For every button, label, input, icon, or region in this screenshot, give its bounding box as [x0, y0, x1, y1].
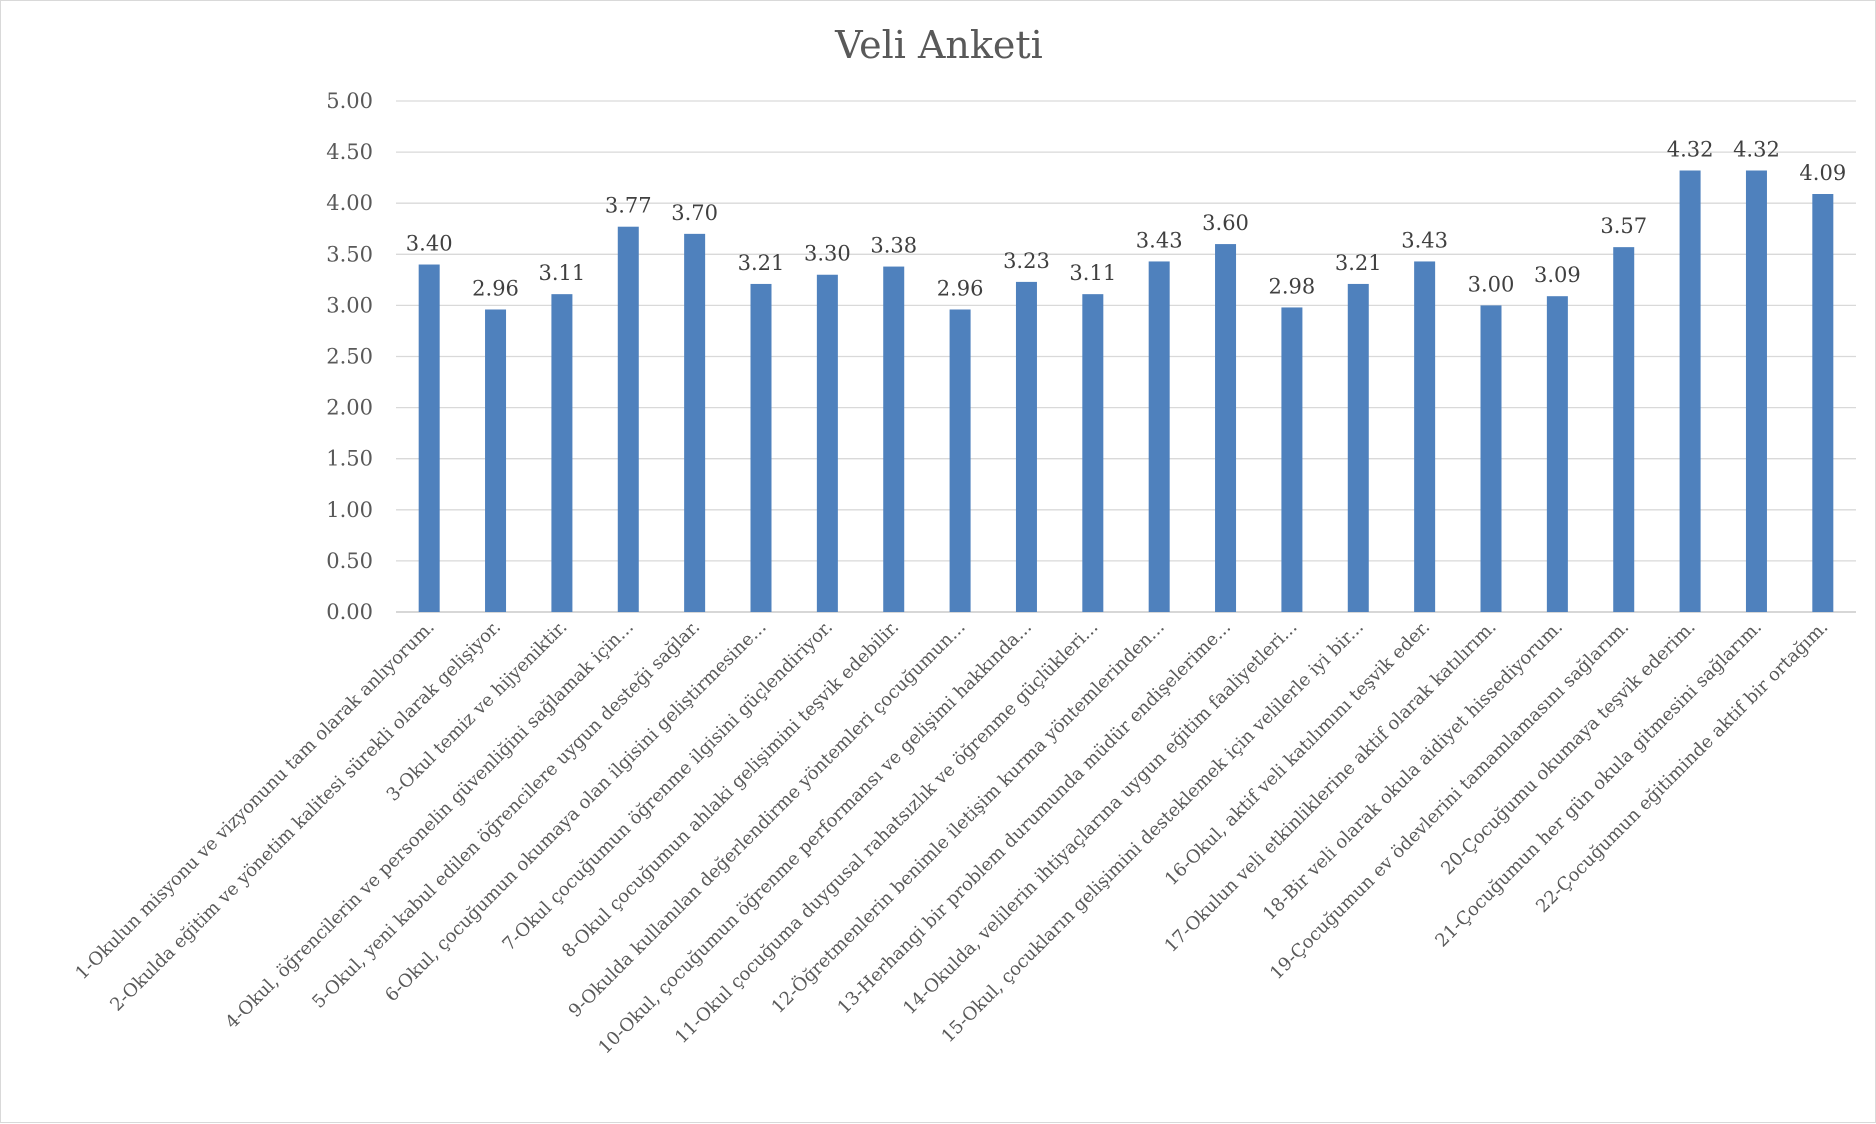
data-label: 3.40	[406, 232, 453, 256]
x-tick-label: 20-Çocuğumu okumaya teşvik ederim.	[1437, 617, 1699, 879]
bar	[1414, 261, 1436, 612]
bar	[1347, 283, 1369, 612]
chart-title: Veli Anketi	[835, 23, 1043, 67]
data-label: 4.09	[1799, 161, 1846, 185]
x-tick-label: 10-Okul, çocuğumun öğrenme performansı v…	[594, 617, 1036, 1059]
data-label: 3.57	[1600, 214, 1647, 238]
data-label: 3.11	[1069, 261, 1116, 285]
y-tick-label: 2.50	[326, 345, 373, 369]
data-label: 3.21	[738, 251, 785, 275]
y-tick-label: 3.00	[326, 293, 373, 317]
bar	[1015, 281, 1037, 612]
bar	[1148, 261, 1170, 612]
bar	[1281, 307, 1303, 612]
bar	[485, 309, 507, 612]
bar	[1745, 170, 1767, 612]
y-tick-label: 0.50	[326, 549, 373, 573]
bar	[1215, 244, 1237, 612]
data-label: 4.32	[1667, 137, 1714, 161]
bar	[551, 294, 573, 612]
bar	[816, 274, 838, 612]
bar	[949, 309, 971, 612]
data-label: 2.98	[1269, 274, 1316, 298]
bar	[684, 233, 706, 613]
data-label: 3.77	[605, 194, 652, 218]
data-label: 3.60	[1202, 211, 1249, 235]
y-tick-label: 1.00	[326, 498, 373, 522]
bar	[617, 226, 639, 612]
data-label: 3.70	[671, 201, 718, 225]
x-tick-label: 21-Çocuğumun her gün okula gitmesini sağ…	[1431, 617, 1766, 952]
y-tick-label: 2.00	[326, 396, 373, 420]
data-label: 3.43	[1401, 228, 1448, 252]
bar	[1812, 194, 1834, 612]
bar	[1679, 170, 1701, 612]
bar	[418, 264, 440, 612]
bar	[1082, 294, 1104, 612]
x-tick-label: 18-Bir veli olarak okula aidiyet hissedi…	[1259, 617, 1567, 925]
bar	[1613, 247, 1635, 612]
bar	[750, 283, 772, 612]
bar	[1546, 296, 1568, 612]
data-label: 3.23	[1003, 249, 1050, 273]
data-label: 2.96	[472, 276, 519, 300]
y-tick-label: 1.50	[326, 447, 373, 471]
data-label: 4.32	[1733, 137, 1780, 161]
y-tick-label: 4.50	[326, 140, 373, 164]
y-tick-label: 4.00	[326, 191, 373, 215]
data-label: 3.00	[1468, 272, 1515, 296]
y-tick-label: 3.50	[326, 242, 373, 266]
data-label: 3.30	[804, 242, 851, 266]
data-label: 3.11	[539, 261, 586, 285]
data-label: 3.09	[1534, 263, 1581, 287]
data-label: 3.21	[1335, 251, 1382, 275]
bar	[1480, 305, 1502, 612]
y-tick-label: 0.00	[326, 600, 373, 624]
data-label: 3.43	[1136, 228, 1183, 252]
bar	[883, 266, 905, 612]
y-tick-label: 5.00	[326, 89, 373, 113]
x-tick-label: 11-Okul çocuğuma duygusal rahatsızlık ve…	[671, 617, 1102, 1048]
data-label: 3.38	[870, 234, 917, 258]
x-tick-label: 15-Okul, çocukların gelişimini desteklem…	[938, 617, 1368, 1047]
data-label: 2.96	[937, 276, 984, 300]
